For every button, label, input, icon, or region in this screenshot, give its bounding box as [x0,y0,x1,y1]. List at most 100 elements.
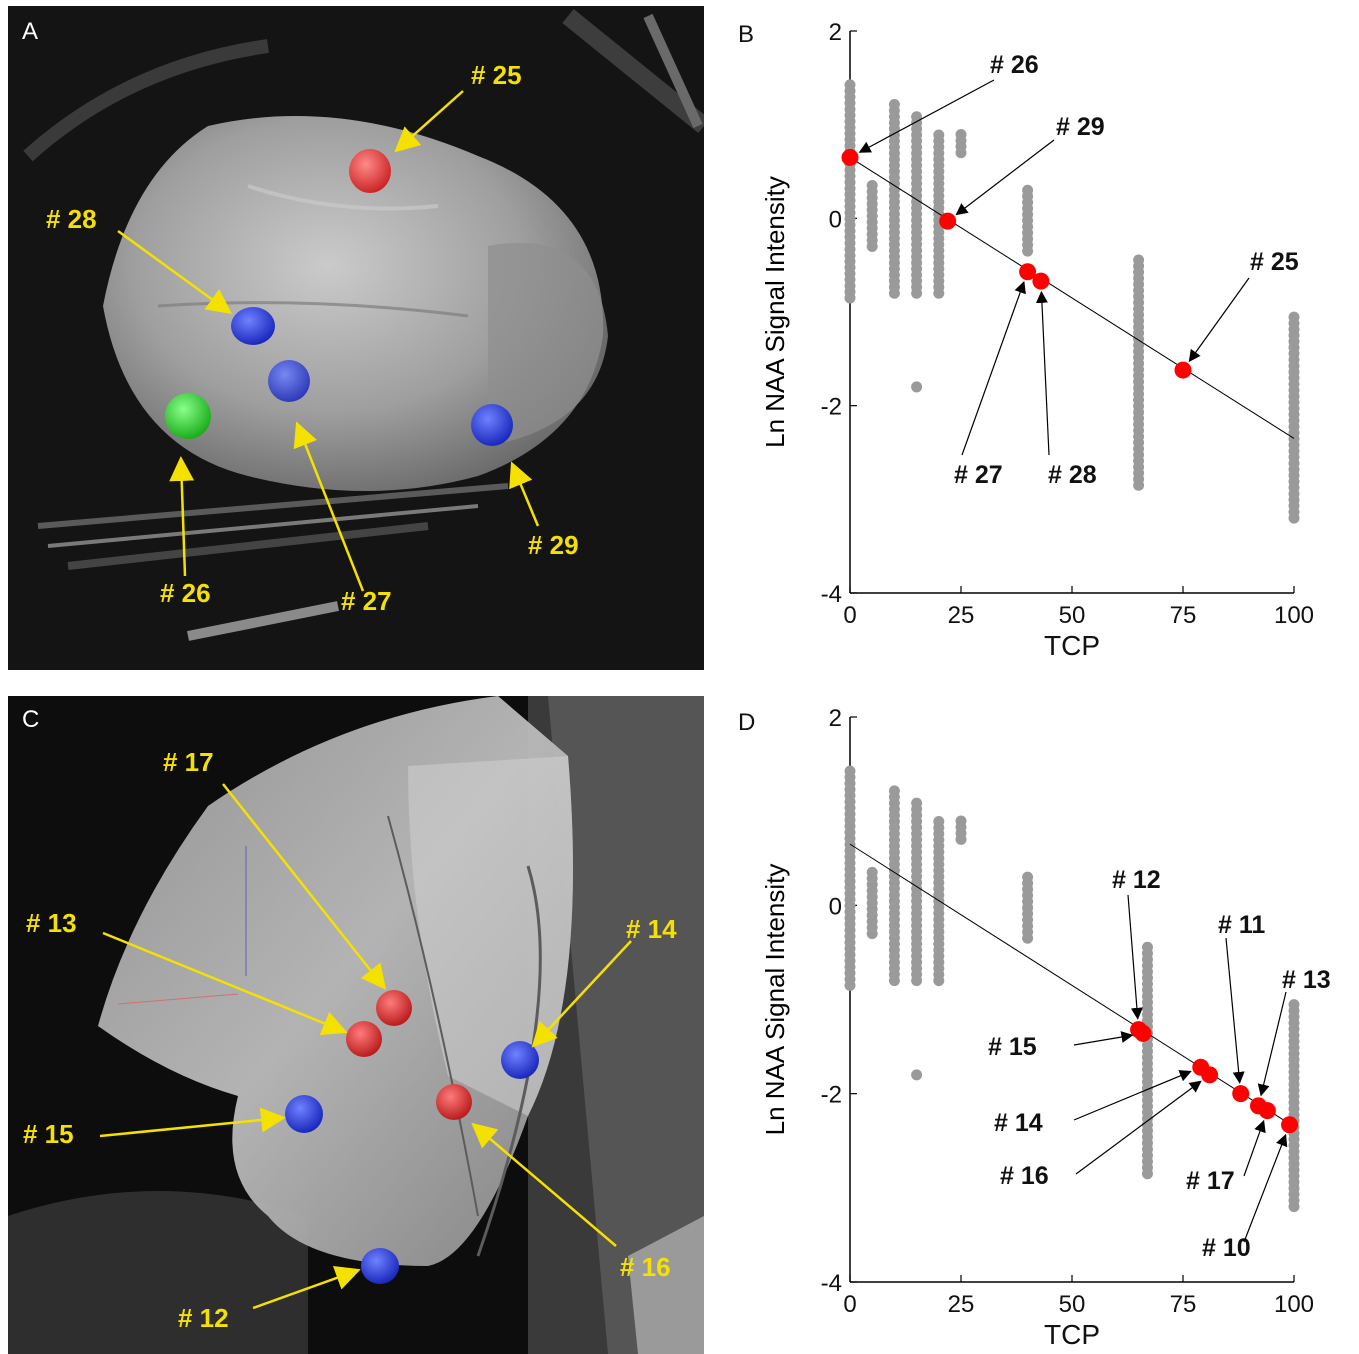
background-point [844,765,856,777]
highlighted-point [1232,1085,1250,1103]
x-axis-title: TCP [1044,630,1100,661]
panel-b-plot: B -4 -2 0 2 0 25 50 75 100 TCP Ln NAA Signal Inten… [738,19,1314,661]
panel-c-image: # 17 # 13 # 14 # 15 # 16 # 12 C [8,696,704,1354]
marker-12-sphere [361,1248,399,1284]
background-point [888,785,900,797]
x-tick-label: 75 [1170,1291,1197,1318]
background-point [1141,941,1153,953]
background-point [933,129,945,141]
highlighted-point [1201,1066,1219,1084]
marker-16-sphere [436,1084,472,1120]
regression-line [849,843,1295,1128]
highlighted-point [1134,1024,1152,1042]
y-tick-label: 0 [829,893,842,920]
highlighted-point [1032,272,1050,290]
marker-25-sphere [349,149,391,193]
annotation-arrow [1243,1119,1266,1177]
highlighted-point [841,148,859,166]
annotation-label: # 14 [994,1109,1043,1137]
label-a-29: # 29 [528,530,579,560]
highlighted-point [1258,1102,1276,1120]
highlighted-point [1174,361,1192,379]
panel-c-letter: C [22,706,40,733]
x-tick-label: 75 [1170,602,1197,629]
annotation-arrow [1243,1133,1288,1243]
annotation-label: # 12 [1112,866,1161,894]
annotation-arrow [961,280,1026,456]
annotation-label: # 17 [1186,1167,1235,1195]
annotation-arrow [1073,1031,1134,1046]
annotation-label: # 15 [988,1033,1037,1061]
background-point [933,816,945,828]
label-c-15: # 15 [23,1119,74,1149]
label-c-14: # 14 [626,914,677,944]
label-c-12: # 12 [178,1303,229,1333]
annotation-label: # 28 [1048,461,1097,489]
marker-27-sphere [268,360,310,402]
annotation-label: # 29 [1056,113,1105,141]
highlighted-point [1019,263,1037,281]
annotation-label: # 10 [1202,1234,1251,1262]
x-tick-label: 100 [1274,1291,1314,1318]
label-c-16: # 16 [620,1252,671,1282]
annotation-label: # 26 [990,51,1039,79]
background-point [1288,999,1300,1011]
annotation-arrow [1188,277,1250,363]
x-tick-label: 25 [948,1291,975,1318]
annotation-arrow [1035,290,1050,456]
panel-b-letter: B [738,21,754,48]
label-c-13: # 13 [26,908,77,938]
annotation-arrow [858,79,995,153]
marker-15-sphere [285,1095,323,1133]
background-point [1288,311,1300,323]
background-point [866,866,878,878]
background-point [911,1069,923,1081]
x-tick-label: 100 [1274,602,1314,629]
marker-17-sphere [376,990,412,1026]
panel-d-letter: D [738,709,755,736]
annotation-arrow [1257,991,1287,1097]
background-point [1133,254,1145,266]
marker-29-sphere [471,404,513,446]
highlighted-point [939,212,957,230]
background-point [1022,871,1034,883]
label-a-28: # 28 [46,204,97,234]
panel-d-plot: D -4 -2 0 2 0 25 50 75 100 TCP Ln NAA Signal Inten… [738,705,1331,1350]
annotation-label: # 27 [954,461,1003,489]
annotation-arrow [1225,937,1245,1084]
label-a-27: # 27 [341,586,392,616]
y-tick-label: -2 [821,394,842,421]
marker-26-sphere [165,393,211,439]
label-c-17: # 17 [163,747,214,777]
x-tick-label: 25 [948,602,975,629]
y-tick-label: 2 [829,19,842,46]
annotation-label: # 16 [1000,1162,1049,1190]
label-a-25: # 25 [471,60,522,90]
background-point [866,180,878,192]
background-point [911,111,923,123]
regression-line [849,157,1295,439]
annotation-label: # 11 [1218,911,1265,939]
y-tick-label: 0 [829,206,842,233]
y-axis-title: Ln NAA Signal Intensity [760,864,790,1136]
marker-28-sphere [231,307,275,345]
label-a-26: # 26 [160,578,211,608]
panel-a-letter: A [22,18,39,45]
annotation-label: # 25 [1250,248,1299,276]
panel-a-rendering: # 25 # 28 # 26 # 27 # 29 [8,6,704,670]
y-tick-label: -2 [821,1082,842,1109]
y-tick-label: 2 [829,705,842,732]
y-axis-title: Ln NAA Signal Intensity [760,176,790,448]
panel-b-chart: B -4 -2 0 2 0 25 50 75 100 TCP Ln NAA Signal Inten… [704,0,1359,680]
x-tick-label: 0 [843,602,856,629]
background-point [844,79,856,91]
background-point [888,99,900,111]
panel-a-image: # 25 # 28 # 26 # 27 # 29 A [8,6,704,670]
background-point [911,797,923,809]
panel-d-chart: D -4 -2 0 2 0 25 50 75 100 TCP Ln NAA Signal Inten… [704,690,1359,1354]
background-point [955,129,967,141]
annotation-arrow [955,139,1055,216]
y-tick-label: -4 [821,1270,842,1297]
background-point [955,815,967,827]
marker-13-sphere [346,1021,382,1057]
